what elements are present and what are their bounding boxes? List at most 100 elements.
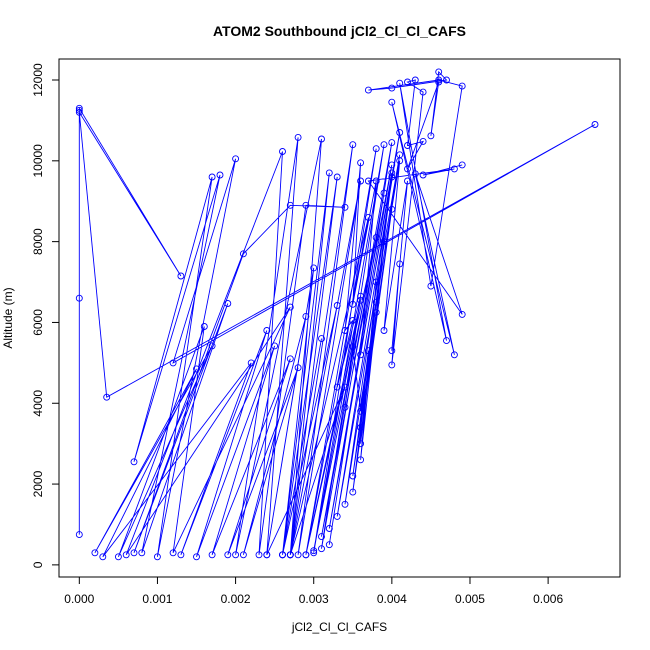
data-point bbox=[325, 525, 333, 532]
x-tick-label: 0.005 bbox=[455, 592, 485, 606]
data-point bbox=[349, 488, 357, 496]
data-point bbox=[349, 141, 357, 149]
data-point bbox=[349, 472, 357, 480]
data-point bbox=[333, 383, 341, 391]
data-point bbox=[364, 347, 372, 355]
data-point bbox=[318, 335, 325, 343]
x-tick-label: 0.003 bbox=[299, 592, 329, 606]
data-point bbox=[75, 108, 83, 116]
data-point bbox=[208, 173, 216, 181]
data-point bbox=[357, 456, 365, 464]
data-point bbox=[591, 121, 599, 128]
data-point bbox=[419, 137, 427, 145]
data-point bbox=[294, 364, 302, 372]
data-point bbox=[232, 551, 240, 559]
data-point bbox=[333, 512, 341, 520]
data-point bbox=[435, 76, 443, 84]
data-point bbox=[372, 298, 380, 306]
data-point bbox=[122, 551, 130, 559]
data-point bbox=[357, 351, 365, 359]
data-point bbox=[357, 440, 365, 448]
data-point bbox=[91, 549, 99, 557]
data-point bbox=[333, 173, 341, 181]
data-point bbox=[177, 551, 185, 559]
data-point bbox=[294, 133, 302, 141]
data-point bbox=[458, 310, 466, 318]
series-line bbox=[78, 70, 596, 558]
data-point bbox=[193, 365, 200, 373]
y-tick-label: 12000 bbox=[31, 63, 45, 97]
data-point bbox=[411, 76, 419, 84]
data-point bbox=[232, 155, 240, 163]
data-point bbox=[427, 282, 435, 290]
data-point bbox=[388, 139, 396, 147]
data-point bbox=[224, 300, 232, 307]
data-point bbox=[286, 201, 294, 209]
data-point bbox=[372, 278, 380, 286]
data-point bbox=[404, 142, 411, 149]
data-point bbox=[130, 458, 138, 466]
data-point bbox=[443, 337, 450, 345]
data-point bbox=[263, 327, 271, 334]
data-point bbox=[114, 553, 122, 561]
data-point bbox=[341, 403, 349, 411]
data-point bbox=[169, 549, 177, 557]
data-point bbox=[279, 551, 286, 559]
data-point bbox=[310, 549, 318, 557]
data-point bbox=[310, 264, 318, 272]
data-point bbox=[325, 169, 333, 177]
y-tick-label: 4000 bbox=[31, 390, 45, 417]
data-point bbox=[75, 106, 83, 114]
data-point bbox=[208, 342, 216, 350]
x-tick-label: 0.006 bbox=[533, 592, 563, 606]
data-point bbox=[372, 145, 380, 153]
data-point bbox=[380, 327, 388, 334]
data-point bbox=[388, 98, 396, 106]
y-axis-label: Altitude (m) bbox=[1, 287, 15, 348]
data-point bbox=[75, 294, 83, 302]
data-point bbox=[318, 545, 325, 553]
data-point bbox=[103, 393, 111, 401]
data-point bbox=[302, 201, 310, 209]
x-tick-label: 0.000 bbox=[64, 592, 94, 606]
data-point bbox=[419, 171, 427, 179]
data-point bbox=[427, 132, 435, 140]
data-point bbox=[357, 424, 365, 431]
data-point bbox=[310, 547, 318, 555]
data-point bbox=[255, 551, 263, 559]
data-point bbox=[193, 553, 200, 561]
data-point bbox=[404, 177, 411, 185]
x-tick-label: 0.001 bbox=[142, 592, 172, 606]
data-point bbox=[224, 551, 232, 559]
data-point bbox=[349, 343, 357, 351]
data-point bbox=[443, 76, 450, 84]
data-point bbox=[294, 551, 302, 559]
data-point bbox=[271, 342, 279, 350]
y-tick-label: 8000 bbox=[31, 228, 45, 255]
data-point bbox=[388, 84, 396, 92]
y-tick-label: 2000 bbox=[31, 470, 45, 497]
data-point bbox=[435, 68, 443, 76]
data-point bbox=[302, 312, 310, 320]
data-point bbox=[388, 173, 396, 181]
data-point bbox=[372, 308, 380, 316]
y-tick-label: 10000 bbox=[31, 144, 45, 178]
data-point bbox=[364, 213, 372, 221]
x-axis: 0.000 0.001 0.002 0.003 0.004 0.005 0.006 bbox=[64, 576, 563, 606]
data-point bbox=[357, 296, 365, 304]
data-point bbox=[450, 351, 458, 359]
data-point bbox=[169, 359, 177, 367]
data-point bbox=[239, 551, 247, 559]
data-point bbox=[388, 161, 396, 169]
data-point bbox=[419, 88, 427, 96]
data-point bbox=[396, 260, 404, 268]
data-point bbox=[458, 161, 466, 169]
data-point bbox=[357, 407, 365, 415]
plot-frame bbox=[58, 58, 621, 578]
data-point bbox=[380, 238, 388, 246]
data-point bbox=[435, 78, 443, 86]
data-point bbox=[130, 549, 138, 557]
data-point bbox=[263, 551, 271, 559]
data-point bbox=[388, 361, 396, 369]
data-point bbox=[411, 170, 419, 178]
